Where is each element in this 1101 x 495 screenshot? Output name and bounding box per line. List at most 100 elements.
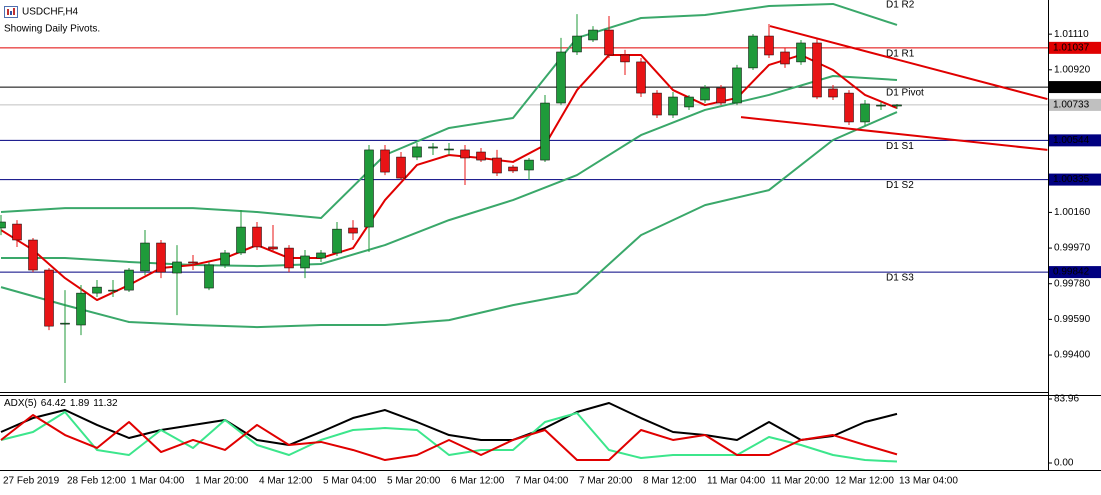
x-tick-label: 1 Mar 20:00 bbox=[195, 476, 249, 487]
x-tick-label: 6 Mar 12:00 bbox=[451, 476, 505, 487]
main-plot: D1 R2 D1 R1 D1 Pivot D1 S1 D1 S2 D1 S3 bbox=[0, 0, 1048, 383]
candle-body bbox=[604, 29, 614, 56]
x-tick-label: 27 Feb 2019 bbox=[3, 476, 60, 487]
x-tick-label: 4 Mar 12:00 bbox=[259, 476, 313, 487]
candle-body bbox=[44, 269, 54, 327]
chart-subtitle: Showing Daily Pivots. bbox=[4, 24, 100, 35]
candle-body bbox=[700, 87, 710, 101]
candle-body bbox=[156, 242, 166, 273]
candle-body bbox=[268, 246, 278, 250]
pivot-price-box bbox=[1049, 81, 1101, 94]
band-line bbox=[0, 111, 898, 329]
indicator-value: 64.42 bbox=[41, 398, 66, 409]
candle-body bbox=[876, 104, 886, 107]
candle-body bbox=[764, 35, 774, 56]
candle-body bbox=[828, 88, 838, 98]
candle-body bbox=[812, 42, 822, 98]
pivot-price-label: 1.01037 bbox=[1053, 42, 1090, 53]
candle-body bbox=[476, 151, 486, 161]
current-price-box bbox=[1049, 98, 1101, 111]
x-tick-label: 7 Mar 04:00 bbox=[515, 476, 569, 487]
pivot-label: D1 R1 bbox=[886, 48, 915, 59]
pivot-price-label: 1.00828 bbox=[1053, 82, 1090, 93]
candle-body bbox=[844, 92, 854, 123]
y-tick-label: 0.00 bbox=[1054, 458, 1074, 469]
x-tick-label: 5 Mar 20:00 bbox=[387, 476, 441, 487]
x-tick-label: 11 Mar 20:00 bbox=[771, 476, 830, 487]
y-tick-label: 0.99400 bbox=[1054, 350, 1091, 361]
candle-body bbox=[12, 223, 22, 241]
x-tick-label: 12 Mar 12:00 bbox=[835, 476, 894, 487]
symbol-icon bbox=[4, 6, 18, 18]
y-tick-label: 0.99970 bbox=[1054, 243, 1091, 254]
indicator-value: 11.32 bbox=[93, 398, 118, 409]
pivot-price-box bbox=[1049, 266, 1101, 279]
candle-body bbox=[524, 159, 534, 171]
candle-body bbox=[204, 264, 214, 289]
adx-plot bbox=[0, 402, 898, 463]
y-tick-label: 1.00160 bbox=[1054, 207, 1091, 218]
candle-body bbox=[460, 149, 470, 159]
candle-body bbox=[684, 96, 694, 108]
y-tick-label: 0.99780 bbox=[1054, 278, 1091, 289]
candle-body bbox=[188, 261, 198, 264]
candle-body bbox=[380, 149, 390, 173]
candle-body bbox=[636, 61, 646, 94]
y-tick-label: 1.00920 bbox=[1054, 64, 1091, 75]
chart-title: USDCHF,H4 bbox=[22, 7, 79, 18]
candle-body bbox=[652, 92, 662, 116]
moving-average bbox=[0, 53, 898, 302]
candle-body bbox=[444, 148, 454, 151]
candle-body bbox=[540, 102, 550, 161]
candle-body bbox=[220, 252, 230, 266]
pivot-price-box bbox=[1049, 41, 1101, 54]
indicator-line bbox=[0, 413, 898, 462]
candle-body bbox=[124, 269, 134, 291]
candle-body bbox=[572, 35, 582, 53]
pivot-price-label: 1.00544 bbox=[1053, 135, 1090, 146]
x-tick-label: 7 Mar 20:00 bbox=[579, 476, 633, 487]
candle-body bbox=[556, 51, 566, 104]
y-tick-label: 83.96 bbox=[1054, 394, 1079, 405]
pivot-label: D1 S3 bbox=[886, 273, 914, 284]
candle-body bbox=[732, 67, 742, 104]
candle-body bbox=[620, 54, 630, 63]
pivot-label: D1 Pivot bbox=[886, 88, 924, 99]
candle-body bbox=[668, 96, 678, 116]
candle-body bbox=[396, 156, 406, 179]
candle-body bbox=[172, 261, 182, 274]
candle-body bbox=[252, 226, 262, 248]
x-tick-label: 8 Mar 12:00 bbox=[643, 476, 697, 487]
pivot-price-box bbox=[1049, 134, 1101, 147]
trendline bbox=[740, 116, 1048, 151]
candle-body bbox=[316, 252, 326, 259]
candle-body bbox=[492, 157, 502, 174]
x-tick-label: 28 Feb 12:00 bbox=[67, 476, 126, 487]
candle-body bbox=[332, 228, 342, 254]
candle-body bbox=[748, 35, 758, 69]
candle-body bbox=[348, 227, 358, 234]
candle-body bbox=[60, 322, 70, 325]
candle-body bbox=[860, 103, 870, 123]
x-tick-label: 11 Mar 04:00 bbox=[707, 476, 766, 487]
pivot-label: D1 R2 bbox=[886, 0, 915, 11]
indicator-header: ADX(5) 64.42 1.89 11.32 bbox=[4, 398, 118, 409]
candle-body bbox=[364, 149, 374, 228]
candle-body bbox=[892, 104, 902, 107]
indicator-line bbox=[0, 402, 898, 447]
candle-body bbox=[76, 292, 86, 326]
indicator-value: 1.89 bbox=[70, 398, 90, 409]
candle-body bbox=[796, 42, 806, 63]
band-line bbox=[1, 75, 898, 268]
pivot-label: D1 S2 bbox=[886, 180, 914, 191]
candle-body bbox=[92, 286, 102, 294]
candle-body bbox=[428, 146, 438, 149]
candle-body bbox=[140, 242, 150, 272]
pivot-price-label: 1.00335 bbox=[1053, 174, 1090, 185]
candle-body bbox=[588, 29, 598, 41]
x-tick-label: 5 Mar 04:00 bbox=[323, 476, 377, 487]
candle-body bbox=[284, 247, 294, 269]
